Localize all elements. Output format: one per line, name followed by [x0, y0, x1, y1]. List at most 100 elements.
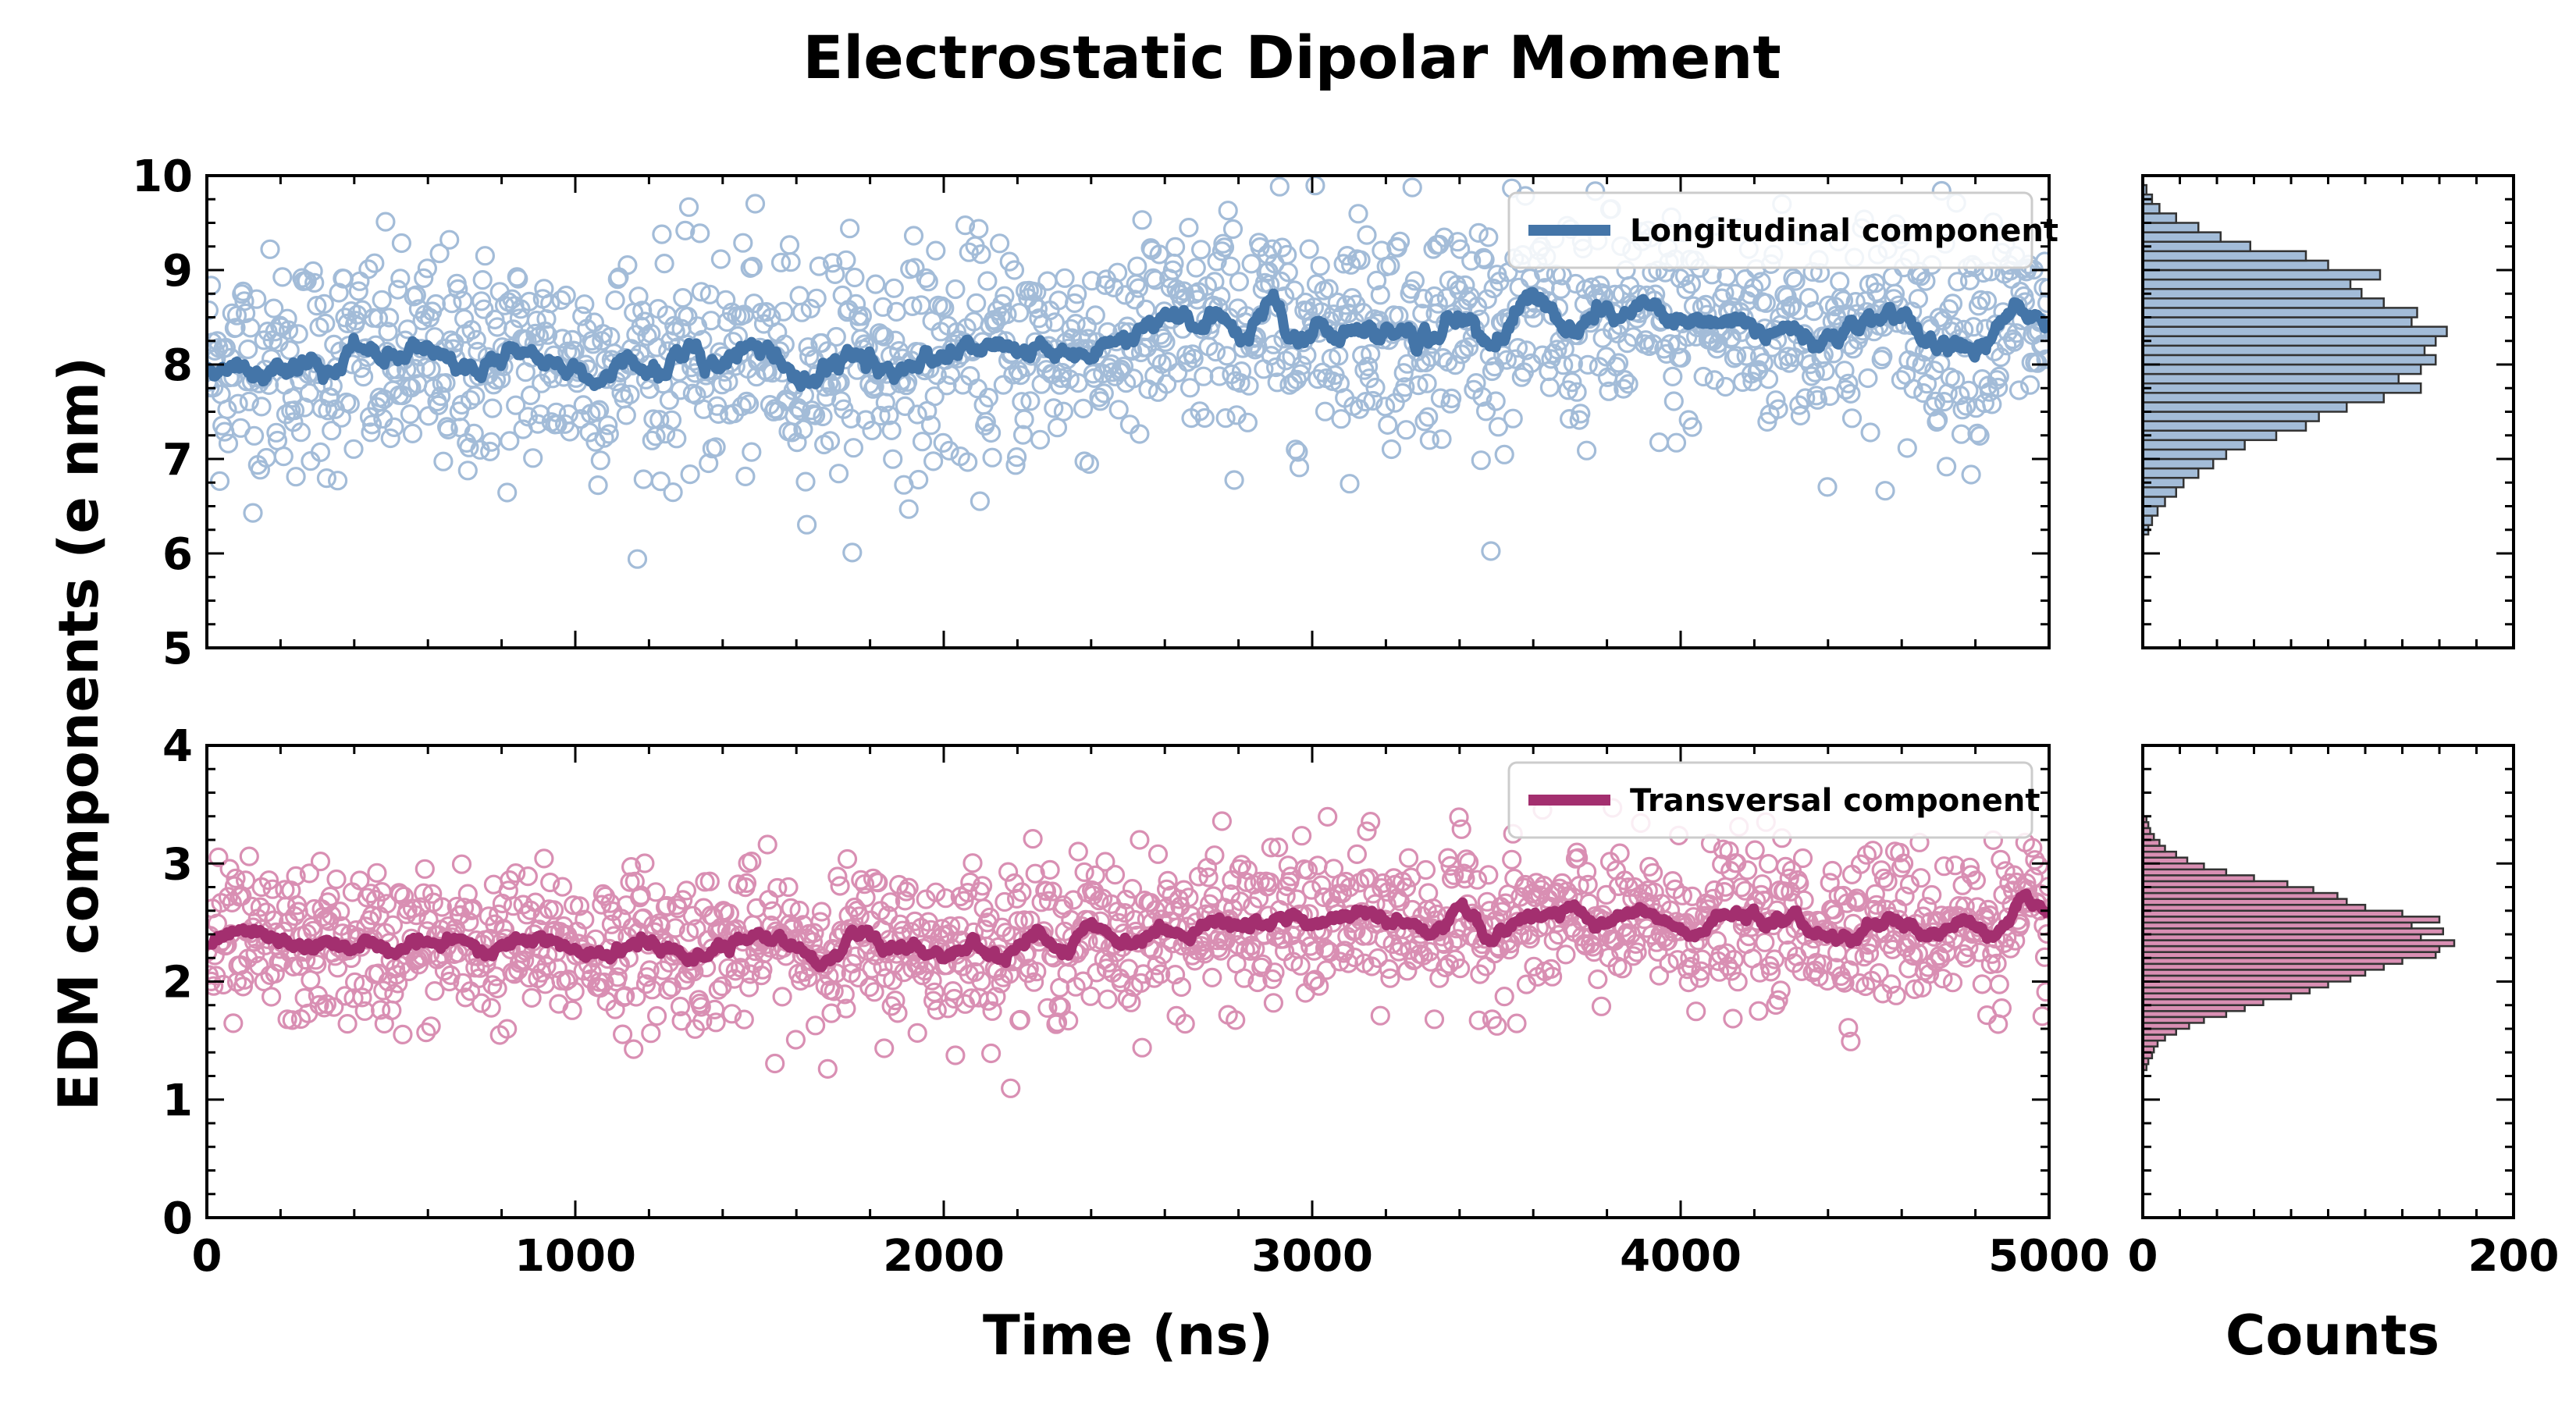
longitudinal-scatter-point — [1539, 377, 1560, 397]
longitudinal-scatter-point — [920, 415, 941, 436]
transversal-scatter-point — [1380, 968, 1400, 988]
longitudinal-scatter-point — [372, 290, 392, 310]
longitudinal-scatter-point — [290, 422, 311, 443]
transversal-scatter-point — [1297, 860, 1318, 880]
transversal-scatter-point — [1001, 1078, 1021, 1098]
longitudinal-scatter-point — [1841, 383, 1861, 404]
longitudinal-scatter-point — [663, 482, 683, 503]
longitudinal-scatter-point — [1162, 260, 1183, 280]
longitudinal-scatter-point — [1778, 347, 1799, 367]
longitudinal-scatter-point — [378, 322, 398, 342]
longitudinal-scatter-point — [1783, 268, 1803, 288]
transversal-scatter-point — [980, 1043, 1002, 1064]
longitudinal-scatter-point — [1756, 293, 1776, 313]
transversal-scatter-point — [382, 915, 403, 935]
longitudinal-scatter-point — [1758, 369, 1779, 389]
longitudinal-scatter-point — [207, 340, 225, 361]
longitudinal-scatter-point — [742, 442, 762, 462]
longitudinal-scatter-point — [226, 318, 246, 338]
longitudinal-hist-bar — [2141, 335, 2437, 347]
longitudinal-scatter-point — [843, 438, 864, 458]
longitudinal-scatter-point — [575, 294, 595, 315]
longitudinal-scatter-point — [556, 285, 576, 306]
longitudinal-scatter-point — [1461, 251, 1482, 271]
longitudinal-scatter-point — [284, 400, 305, 421]
longitudinal-scatter-point — [482, 398, 503, 418]
longitudinal-hist-bar — [2141, 457, 2215, 470]
longitudinal-hist-bar — [2141, 392, 2385, 404]
longitudinal-scatter-point — [277, 308, 297, 329]
longitudinal-scatter-point — [1423, 239, 1443, 259]
longitudinal-scatter-point — [316, 468, 336, 489]
transversal-scatter-point — [1721, 961, 1742, 981]
transversal-scatter-point — [326, 869, 347, 890]
longitudinal-scatter-point — [1937, 457, 1957, 477]
transversal-scatter-point — [324, 997, 344, 1017]
longitudinal-scatter-point — [1488, 417, 1509, 437]
longitudinal-scatter-point — [250, 460, 270, 480]
transversal-scatter-point — [972, 876, 993, 896]
longitudinal-scatter-point — [1988, 377, 2008, 398]
longitudinal-scatter-point — [1355, 391, 1376, 412]
transversal-scatter-point — [740, 964, 760, 984]
transversal-x-tick-label: 2000 — [883, 1231, 1005, 1282]
longitudinal-scatter-point — [799, 346, 820, 366]
longitudinal-scatter-point — [1671, 347, 1692, 368]
transversal-scatter-point — [1095, 852, 1115, 872]
transversal-scatter-point — [421, 1016, 441, 1037]
longitudinal-scatter-point — [1414, 411, 1435, 432]
transversal-scatter-point — [885, 991, 906, 1011]
transversal-scatter-point — [725, 961, 745, 981]
transversal-scatter-point — [1204, 845, 1225, 866]
transversal-scatter-point — [1115, 902, 1135, 923]
longitudinal-hist-bar — [2141, 372, 2400, 385]
transversal-scatter-point — [1735, 880, 1756, 901]
longitudinal-scatter-point — [288, 324, 308, 344]
longitudinal-scatter-point — [519, 291, 539, 311]
transversal-scatter-point — [626, 987, 646, 1007]
transversal-scatter-point — [1438, 848, 1458, 868]
longitudinal-scatter-point — [598, 415, 618, 436]
transversal-scatter-point — [1315, 938, 1336, 959]
longitudinal-scatter-point — [1215, 407, 1236, 429]
longitudinal-scatter-point — [1987, 370, 2007, 390]
transversal-scatter-point — [1008, 911, 1028, 931]
longitudinal-y-tick-label: 10 — [132, 151, 193, 202]
longitudinal-scatter-point — [536, 309, 557, 329]
transversal-scatter-point — [1908, 943, 1928, 964]
transversal-scatter-point — [506, 863, 526, 884]
transversal-scatter-point — [354, 974, 374, 995]
longitudinal-scatter-point — [841, 408, 861, 429]
transversal-scatter-point — [896, 881, 916, 902]
transversal-scatter-point — [258, 870, 279, 891]
longitudinal-scatter-point — [969, 219, 989, 239]
transversal-scatter-point — [1037, 998, 1058, 1018]
longitudinal-scatter-point — [795, 471, 816, 492]
transversal-x-tick-label: 1000 — [514, 1231, 636, 1282]
longitudinal-scatter-point — [307, 296, 327, 316]
longitudinal-scatter-point — [1101, 148, 1119, 165]
transversal-scatter-point — [1541, 959, 1561, 980]
transversal-scatter-point — [518, 866, 539, 887]
longitudinal-scatter-point — [414, 268, 434, 288]
longitudinal-scatter-point — [465, 386, 486, 406]
longitudinal-scatter-point — [572, 306, 592, 326]
longitudinal-scatter-point — [1168, 362, 1188, 383]
longitudinal-scatter-point — [1370, 285, 1390, 305]
transversal-scatter-point — [1036, 880, 1057, 902]
longitudinal-scatter-point — [1419, 430, 1439, 450]
longitudinal-scatter-point — [1521, 136, 1538, 153]
transversal-scatter-point — [1211, 941, 1231, 961]
longitudinal-scatter-point — [350, 358, 372, 379]
longitudinal-scatter-point — [1590, 276, 1610, 296]
longitudinal-scatter-point — [1194, 407, 1215, 429]
longitudinal-scatter-point — [599, 424, 619, 444]
transversal-scatter-point — [1025, 863, 1045, 884]
longitudinal-hist-bar — [2141, 363, 2422, 375]
longitudinal-scatter-point — [1289, 457, 1310, 478]
transversal-scatter-point — [1792, 848, 1813, 869]
transversal-scatter-point — [223, 1013, 244, 1033]
longitudinal-scatter-point — [605, 290, 625, 311]
longitudinal-scatter-point — [354, 367, 374, 387]
longitudinal-scatter-point — [1044, 398, 1064, 418]
